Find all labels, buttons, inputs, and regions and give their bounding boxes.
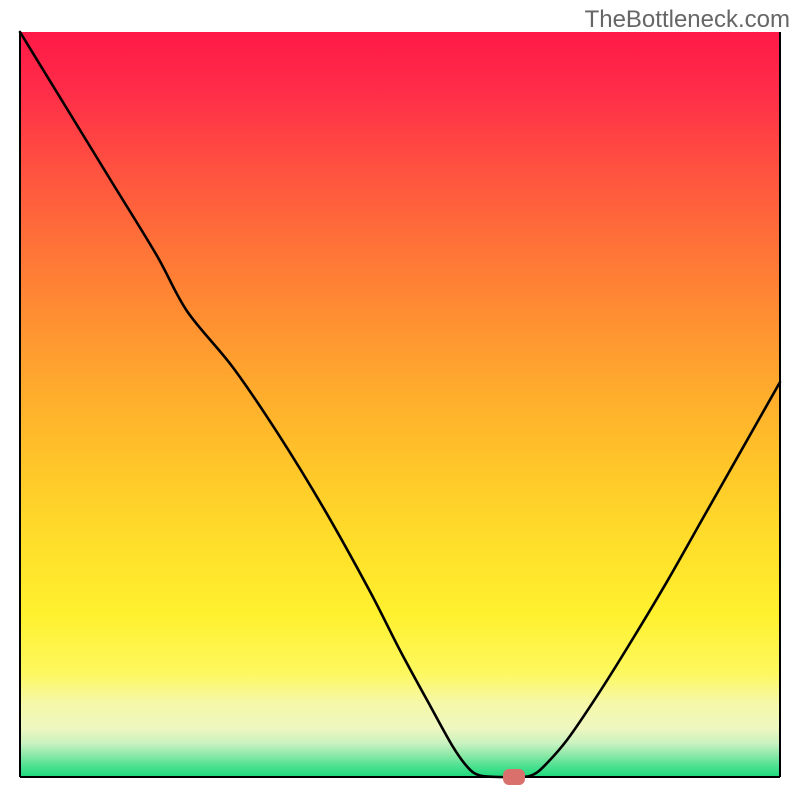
gradient-background — [20, 32, 780, 777]
optimal-point-marker — [503, 769, 525, 785]
chart-container: TheBottleneck.com — [0, 0, 800, 800]
bottleneck-chart — [0, 0, 800, 800]
watermark-text: TheBottleneck.com — [585, 6, 790, 34]
